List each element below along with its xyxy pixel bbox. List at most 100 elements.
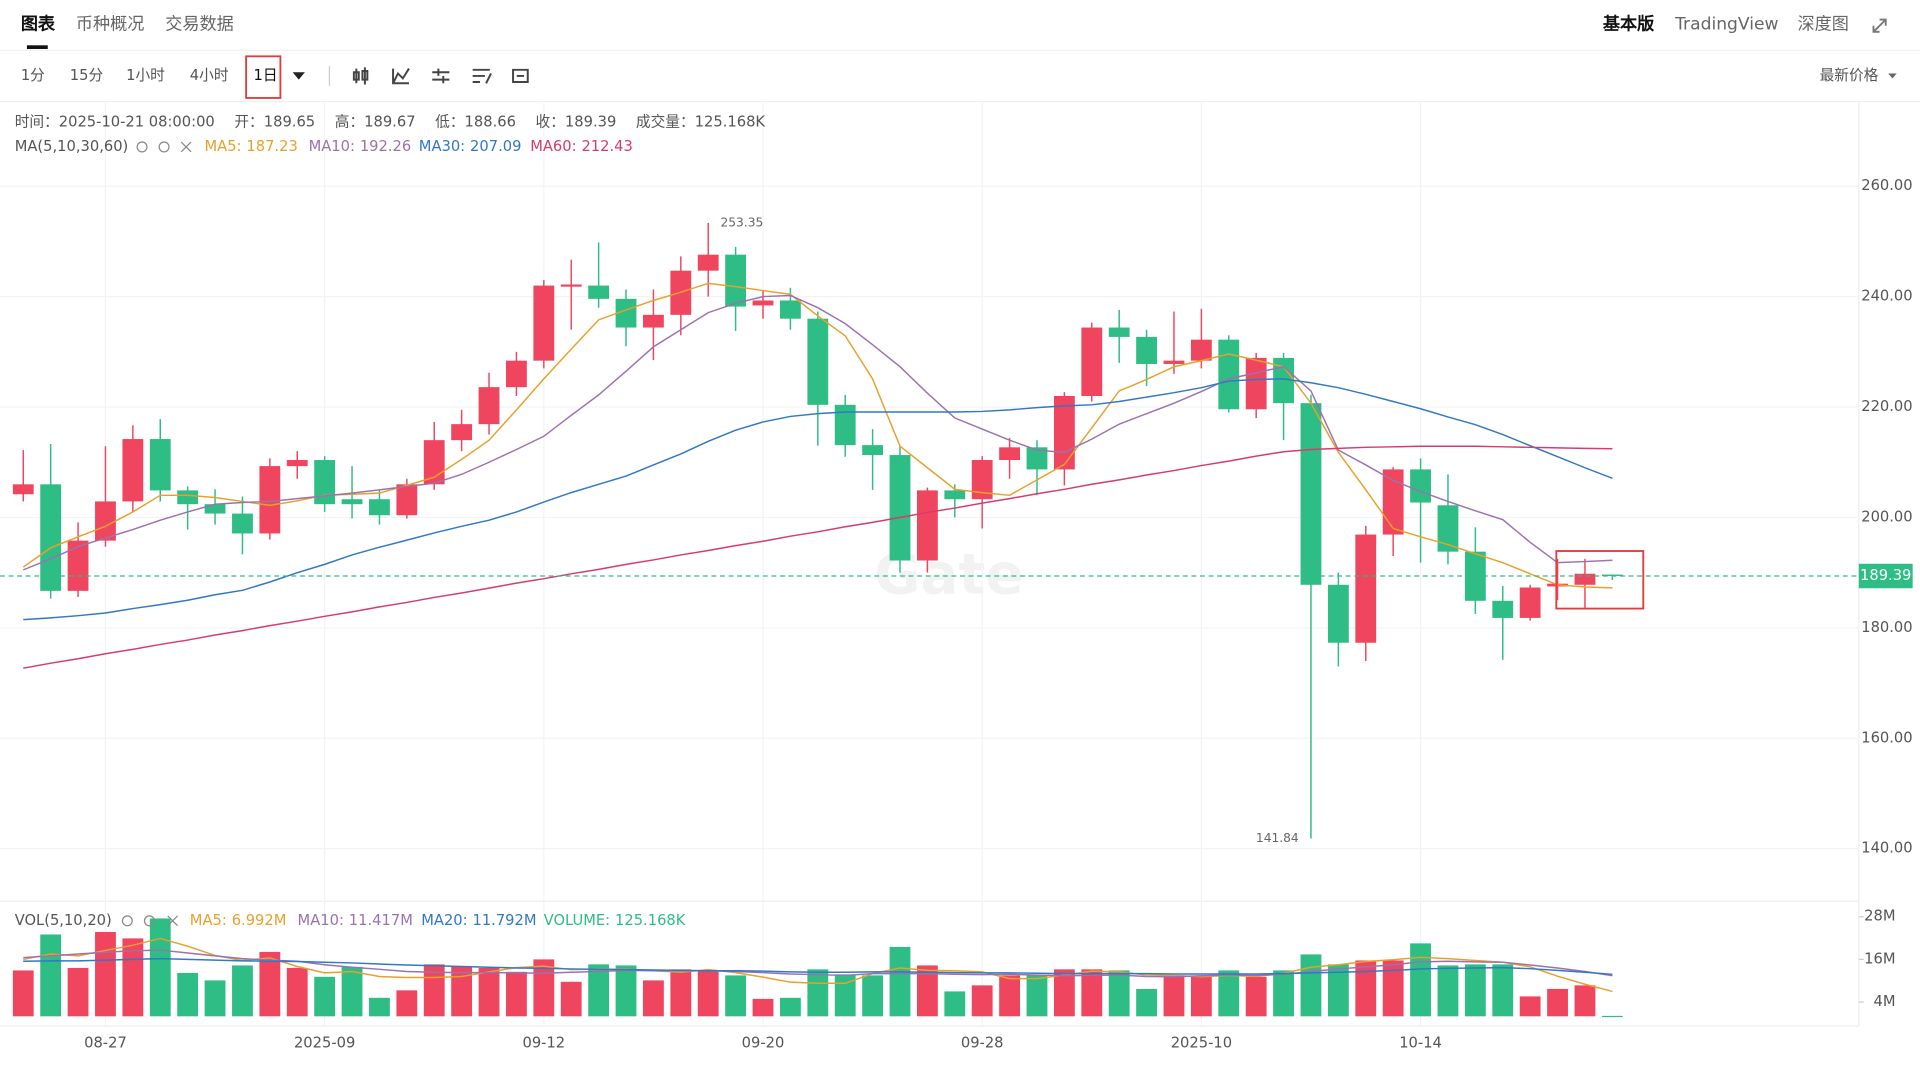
candle-body [1053, 395, 1075, 470]
template-icon[interactable] [512, 68, 529, 84]
close-icon[interactable] [180, 141, 192, 153]
dropdown-arrow[interactable] [1888, 73, 1897, 79]
volume-bar [560, 981, 582, 1017]
ma-legend: MA10: 192.26 [309, 138, 412, 155]
settings-icon[interactable] [143, 915, 155, 927]
candle-body [533, 285, 555, 361]
candle-body [615, 298, 637, 328]
indicator-icon[interactable] [392, 68, 410, 85]
volume-bar [1273, 970, 1294, 1017]
volume-bar [506, 971, 527, 1017]
interval-button[interactable]: 15分 [70, 67, 104, 84]
volume-bar [1108, 970, 1130, 1017]
volume-bar [1492, 964, 1514, 1017]
candle-type-icon[interactable] [352, 67, 369, 85]
legend-label: 开： [234, 113, 263, 130]
close-icon[interactable] [167, 915, 178, 927]
candle-body [588, 285, 610, 299]
volume-bar [1327, 964, 1349, 1017]
volume-bar [1547, 988, 1568, 1017]
volume-bar [204, 980, 226, 1017]
candle-body [1108, 327, 1130, 337]
view-link[interactable]: 深度图 [1798, 14, 1849, 34]
ma-line [23, 378, 1613, 621]
volume-bar [95, 931, 116, 1017]
y-tick-label: 140.00 [1861, 840, 1912, 857]
legend-value: 207.09 [470, 138, 521, 155]
interval-button[interactable]: 1小时 [126, 67, 165, 84]
candle-body [807, 318, 829, 405]
interval-button[interactable]: 1分 [21, 67, 45, 84]
volume-bar [1245, 976, 1267, 1017]
volume-bar [396, 990, 418, 1017]
eye-icon[interactable] [136, 141, 148, 153]
candle-body [862, 445, 884, 456]
legend-label: MA5: [190, 912, 227, 929]
candle-body [560, 284, 582, 287]
interval-button[interactable]: 1日 [253, 67, 277, 84]
legend-label: MA5: [204, 138, 241, 155]
x-tick-label: 08-27 [84, 1034, 127, 1051]
tab[interactable]: 币种概况 [76, 14, 145, 34]
candle-body [314, 460, 336, 505]
eye-icon[interactable] [121, 915, 133, 927]
volume-ma-line [23, 957, 1613, 976]
y-tick-label: 260.00 [1861, 177, 1912, 194]
ohlc-legend: 时间：2025-10-21 08:00:00 开：189.65 高：189.67 低：… [15, 112, 766, 130]
volume-bar [478, 967, 500, 1017]
volume-ma-legend: MA5: 6.992M [190, 912, 287, 929]
volume-bar [916, 965, 938, 1017]
view-link[interactable]: 基本版 [1603, 13, 1655, 34]
volume-bar [177, 972, 199, 1017]
price-mode[interactable]: 最新价格 [1820, 67, 1879, 84]
volume-bar [232, 965, 253, 1017]
candle-body [1081, 327, 1103, 396]
y-tick-label: 240.00 [1861, 288, 1912, 305]
candle-body [1026, 447, 1048, 470]
volume-bar [1382, 960, 1404, 1017]
volume-bar [40, 934, 62, 1017]
volume-bar [122, 938, 144, 1017]
candle-body [286, 460, 308, 467]
volume-bar [341, 966, 363, 1017]
volume-bar [725, 975, 747, 1017]
volume-bar [999, 975, 1020, 1017]
settings-icon[interactable] [432, 68, 450, 84]
candle-body [971, 460, 993, 500]
candle-body [12, 484, 34, 495]
candle-body [1273, 357, 1294, 404]
volume-bar [1601, 1015, 1623, 1018]
volume-bar [862, 975, 884, 1017]
indicator-name: VOL(5,10,20) [15, 912, 112, 929]
volume-bar [1081, 969, 1103, 1017]
y-tick-label: 28M [1864, 908, 1895, 925]
volume-bar [1190, 976, 1212, 1017]
candle-body [369, 499, 390, 516]
volume-bar [67, 967, 89, 1017]
volume-bar [1464, 964, 1486, 1017]
tab[interactable]: 图表 [21, 13, 56, 34]
view-link[interactable]: TradingView [1674, 14, 1778, 34]
legend-value: 188.66 [465, 113, 516, 130]
ma-line [22, 294, 1613, 571]
dropdown-arrow[interactable] [292, 72, 305, 80]
legend-label: MA30: [419, 138, 465, 155]
volume-legend: VOLUME: 125.168K [544, 912, 686, 929]
settings-icon[interactable] [158, 141, 170, 153]
volume-bar [697, 970, 719, 1017]
candle-body [396, 484, 418, 516]
candle-body [40, 484, 62, 591]
tab[interactable]: 交易数据 [165, 14, 234, 34]
tab-underline [26, 45, 48, 49]
interval-button[interactable]: 4小时 [190, 67, 229, 84]
volume-bar [369, 997, 390, 1017]
draw-icon[interactable] [472, 68, 492, 84]
ma-legend: MA5: 187.23 [204, 138, 297, 155]
ma-legend: MA30: 207.09 [419, 138, 522, 155]
ma-line [23, 445, 1613, 669]
candle-body [149, 439, 171, 491]
fullscreen-icon[interactable] [1872, 18, 1887, 33]
